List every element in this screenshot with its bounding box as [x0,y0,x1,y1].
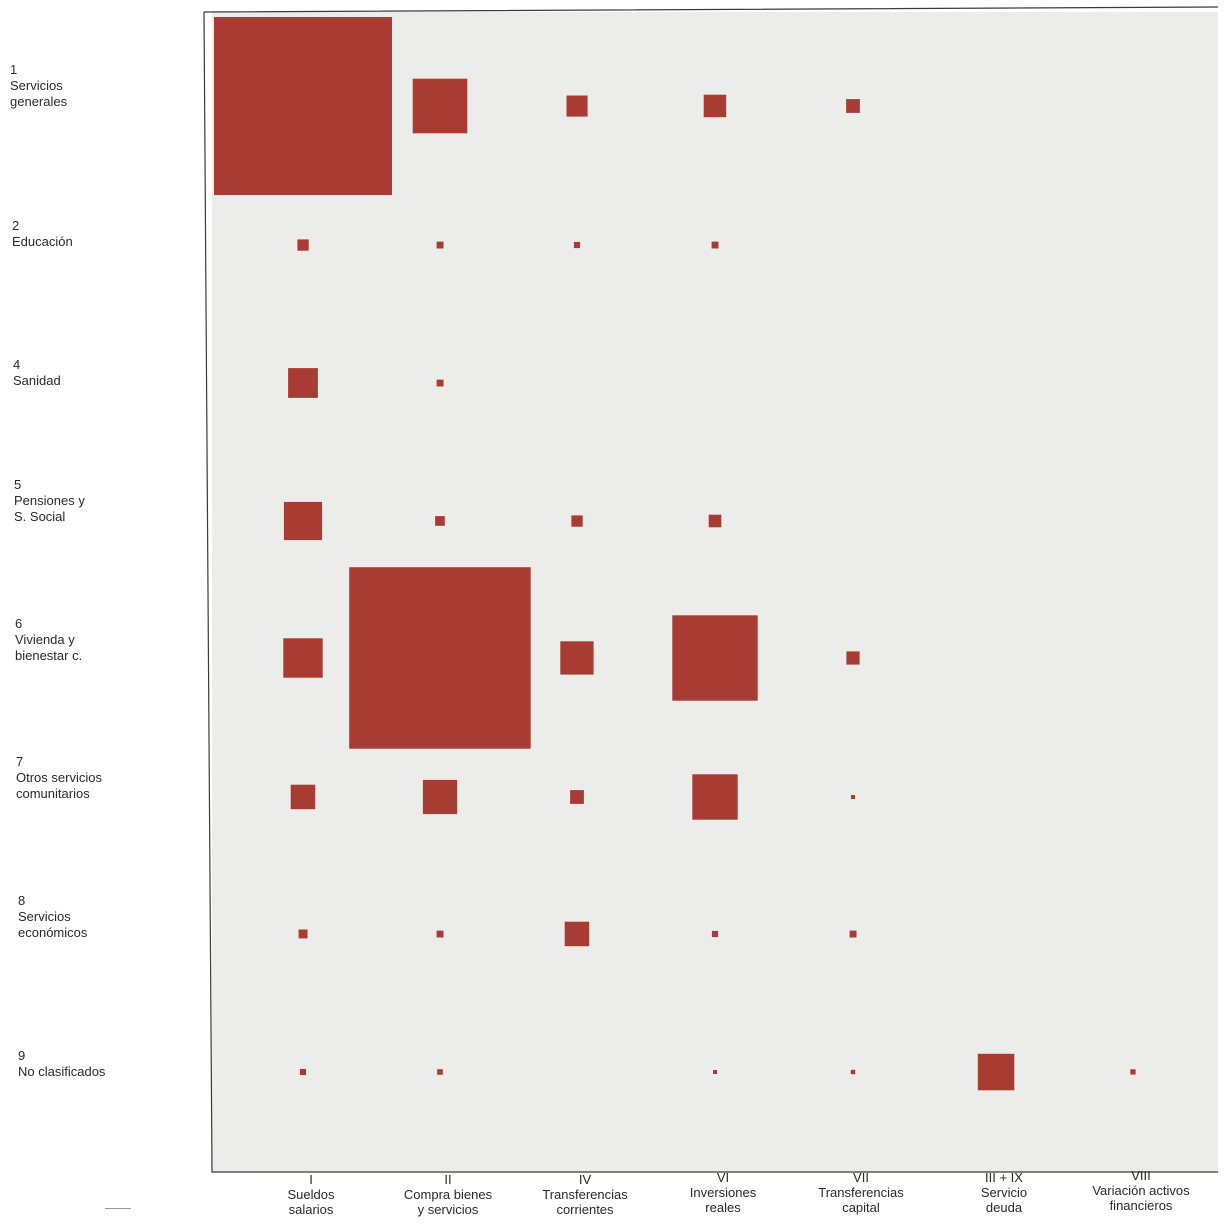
column-code: I [309,1172,313,1187]
column-code: VIII [1131,1168,1151,1183]
cell-r9-c1 [299,1068,307,1076]
row-name-line: Servicios [10,78,63,93]
cell-r4-c2 [436,379,444,387]
cells-layer [214,17,1136,1091]
cell-r6-c2 [349,567,531,749]
cell-r2-c3 [573,241,581,249]
column-name-line: capital [842,1200,880,1215]
column-label-5: VII Transferencias capital [791,1170,931,1215]
column-name-line: Sueldos [287,1187,335,1202]
column-label-2: II Compra bienes y servicios [378,1172,518,1217]
column-name-line: Compra bienes [403,1187,493,1202]
row-label-5: 5 Pensiones y S. Social [14,477,194,525]
column-label-7: VIII Variación activos financieros [1071,1168,1211,1213]
row-name-line: Otros servicios [16,770,102,785]
row-code: 2 [12,218,20,233]
cell-r9-c4 [713,1070,717,1074]
cell-r2-c1 [297,239,309,251]
row-name-line: Sanidad [13,373,61,388]
cell-r5-c3 [571,515,583,527]
cell-r1-c4 [703,94,727,118]
row-name-line: S. Social [14,509,66,524]
row-name-line: bienestar c. [15,648,83,663]
cell-r2-c2 [436,241,444,249]
row-code: 4 [13,357,21,372]
row-name-line: comunitarios [16,786,90,801]
cell-r9-c6 [977,1053,1015,1091]
cell-r6-c5 [846,651,860,665]
cell-r6-c1 [283,638,323,678]
cell-r6-c3 [560,641,594,675]
column-code: VII [853,1170,869,1185]
cell-r6-c4 [672,615,758,701]
row-name-line: Servicios [18,909,71,924]
row-name-line: Educación [12,234,73,249]
cell-r1-c5 [846,99,860,113]
cell-r5-c2 [435,516,445,526]
column-name-line: Variación activos [1092,1183,1190,1198]
row-name-line: Pensiones y [14,493,85,508]
row-code: 6 [15,616,23,631]
cell-r8-c3 [564,921,590,947]
row-name-line: Vivienda y [15,632,75,647]
row-code: 8 [18,893,26,908]
cell-r1-c1 [214,17,392,195]
column-code: IV [578,1172,592,1187]
row-label-1: 1 Servicios generales [10,62,190,110]
cell-r4-c1 [288,368,318,398]
column-name-line: deuda [985,1200,1023,1215]
row-code: 1 [10,62,18,77]
column-label-6: III + IX Servicio deuda [934,1170,1074,1215]
column-code: III + IX [985,1170,1023,1185]
row-code: 9 [18,1048,26,1063]
cell-r7-c2 [422,779,458,815]
cell-r8-c1 [298,929,308,939]
cell-r1-c3 [566,95,588,117]
row-label-7: 7 Otros servicios comunitarios [16,754,196,802]
cell-r7-c1 [290,784,316,810]
column-name-line: financieros [1109,1198,1173,1213]
column-name-line: y servicios [417,1202,479,1217]
footer-dash [105,1208,131,1209]
column-name-line: Transferencias [542,1187,628,1202]
cell-r2-c4 [711,241,719,249]
column-name-line: salarios [288,1202,334,1217]
cell-r8-c4 [711,930,719,938]
row-code: 5 [14,477,22,492]
cell-r5-c1 [283,501,323,541]
row-name-line: No clasificados [18,1064,106,1079]
column-name-line: reales [705,1200,741,1215]
cell-r8-c2 [436,930,444,938]
cell-r9-c5 [850,1069,856,1075]
row-label-6: 6 Vivienda y bienestar c. [15,616,195,664]
plot-frame [203,6,1219,1173]
column-name-line: Servicio [980,1185,1028,1200]
row-code: 7 [16,754,24,769]
row-label-8: 8 Servicios económicos [18,893,198,941]
column-label-3: IV Transferencias corrientes [515,1172,655,1217]
column-name-line: Inversiones [689,1185,757,1200]
cell-r9-c7 [1130,1069,1136,1075]
row-name-line: generales [10,94,68,109]
column-code: II [444,1172,452,1187]
row-label-4: 4 Sanidad [13,357,193,389]
cell-r7-c3 [570,790,584,804]
row-name-line: económicos [18,925,88,940]
row-label-9: 9 No clasificados [18,1048,198,1080]
cell-r1-c2 [412,78,468,134]
cell-r9-c2 [437,1069,443,1075]
column-label-1: I Sueldos salarios [241,1172,381,1217]
cell-r7-c4 [692,774,738,820]
column-name-line: Transferencias [818,1185,904,1200]
column-code: VI [716,1170,730,1185]
row-label-2: 2 Educación [12,218,192,250]
column-name-line: corrientes [556,1202,614,1217]
cell-r8-c5 [849,930,857,938]
cell-r5-c4 [708,514,722,528]
cell-r7-c5 [851,795,855,799]
column-label-4: VI Inversiones reales [653,1170,793,1215]
